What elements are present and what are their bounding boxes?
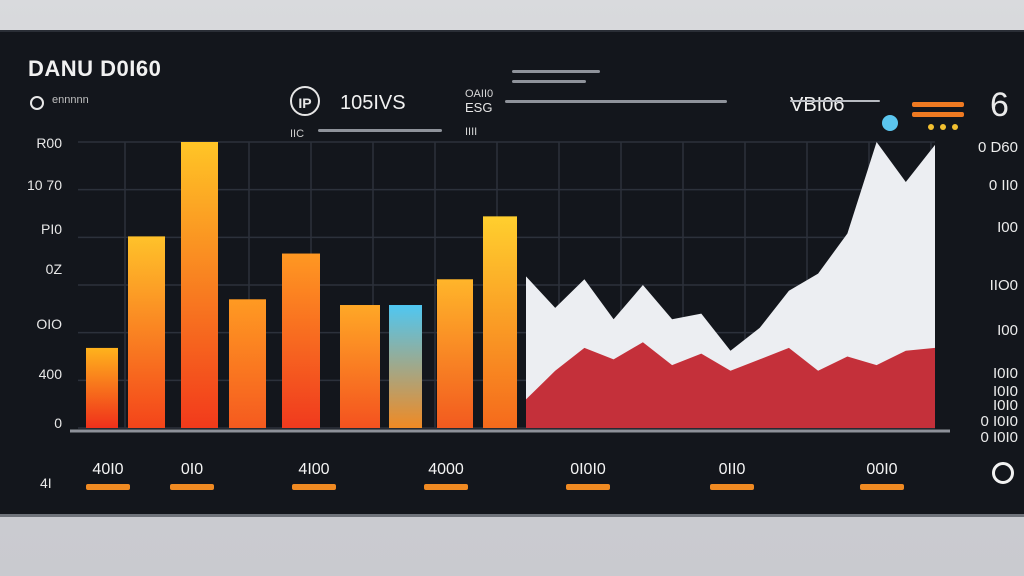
settings-ring-icon[interactable]: [992, 462, 1014, 484]
right-code-underline: [790, 100, 880, 102]
x-tick-label: 4000: [428, 461, 464, 478]
x-tick-label: 00I0: [866, 461, 897, 478]
x-tick-marker: [292, 484, 336, 490]
bar: [483, 216, 517, 428]
right-tick-label: IIO0: [990, 277, 1018, 294]
right-tick-label: I0I0: [993, 365, 1018, 382]
bar-series: [86, 142, 517, 428]
corner-glyph: 6: [990, 86, 1009, 124]
stat-progress-line: [318, 129, 442, 132]
bar: [282, 253, 320, 428]
bar: [340, 305, 380, 428]
mini-label-top: OAII0: [465, 88, 494, 100]
subtitle: ennnnn: [52, 94, 89, 106]
x-tick-marker: [86, 484, 130, 490]
mini-line-1: [512, 70, 600, 73]
bar: [181, 142, 218, 428]
right-tick-label: I0I0: [993, 397, 1018, 414]
mini-line-2: [512, 80, 586, 83]
bar: [86, 347, 118, 428]
bar: [437, 279, 473, 428]
area-lower: [526, 342, 935, 428]
x-tick-label: 40I0: [92, 461, 123, 478]
y-axis-ticks: R00 10 70 PI0 0Z OIO 400 0: [27, 135, 62, 431]
stat-main-value: 105IVS: [340, 92, 406, 114]
mini-line-3: [505, 100, 727, 103]
right-tick-label: 0 I0I0: [980, 429, 1018, 446]
y-tick-label: 0Z: [46, 261, 63, 277]
x-tick-label: 0II0: [719, 461, 746, 478]
bar: [229, 299, 266, 428]
x-tick-marker: [860, 484, 904, 490]
stat-sub-label: IIC: [290, 128, 305, 140]
right-code-label: VBI06: [790, 94, 845, 116]
y-tick-label: 10 70: [27, 177, 62, 193]
right-tick-label: I0I0: [993, 383, 1018, 400]
mini-label-bottom: IIII: [465, 126, 478, 138]
right-tick-label: 0 D60: [978, 139, 1018, 156]
x-tick-marker: [170, 484, 214, 490]
bar: [389, 305, 422, 428]
status-dot-icon[interactable]: [30, 96, 44, 110]
y-tick-label: OIO: [36, 316, 62, 332]
x-tick-label: 4I00: [298, 461, 329, 478]
right-tick-label: I00: [997, 219, 1018, 236]
menu-lines-icon[interactable]: [912, 98, 964, 132]
right-tick-label: 0 I0I0: [980, 413, 1018, 430]
y-tick-label: R00: [36, 135, 62, 151]
y-tick-label: PI0: [41, 221, 62, 237]
y-tick-label: 400: [39, 366, 63, 382]
menu-dot: [928, 124, 934, 130]
x-tick-label: 0I0I0: [570, 461, 606, 478]
bottom-left-label: 4I: [40, 475, 52, 491]
bar: [128, 236, 165, 428]
menu-dot: [952, 124, 958, 130]
circle-logo-icon[interactable]: IP: [290, 86, 320, 116]
x-axis-ticks: 40I0 0I0 4I00 4000 0I0I0 0II0 00I0 4I: [40, 461, 904, 491]
x-tick-label: 0I0: [181, 461, 203, 478]
app-title: DANU D0I60: [28, 56, 162, 81]
x-tick-marker: [710, 484, 754, 490]
right-tick-label: 0 II0: [989, 177, 1018, 194]
menu-line: [912, 112, 964, 117]
x-tick-marker: [424, 484, 468, 490]
y-tick-label: 0: [54, 415, 62, 431]
area-series: [526, 142, 935, 428]
menu-line: [912, 102, 964, 107]
mini-label-middle: ESG: [465, 100, 493, 115]
right-tick-label: I00: [997, 322, 1018, 339]
info-dot-icon[interactable]: [882, 115, 898, 131]
menu-dot: [940, 124, 946, 130]
x-tick-marker: [566, 484, 610, 490]
